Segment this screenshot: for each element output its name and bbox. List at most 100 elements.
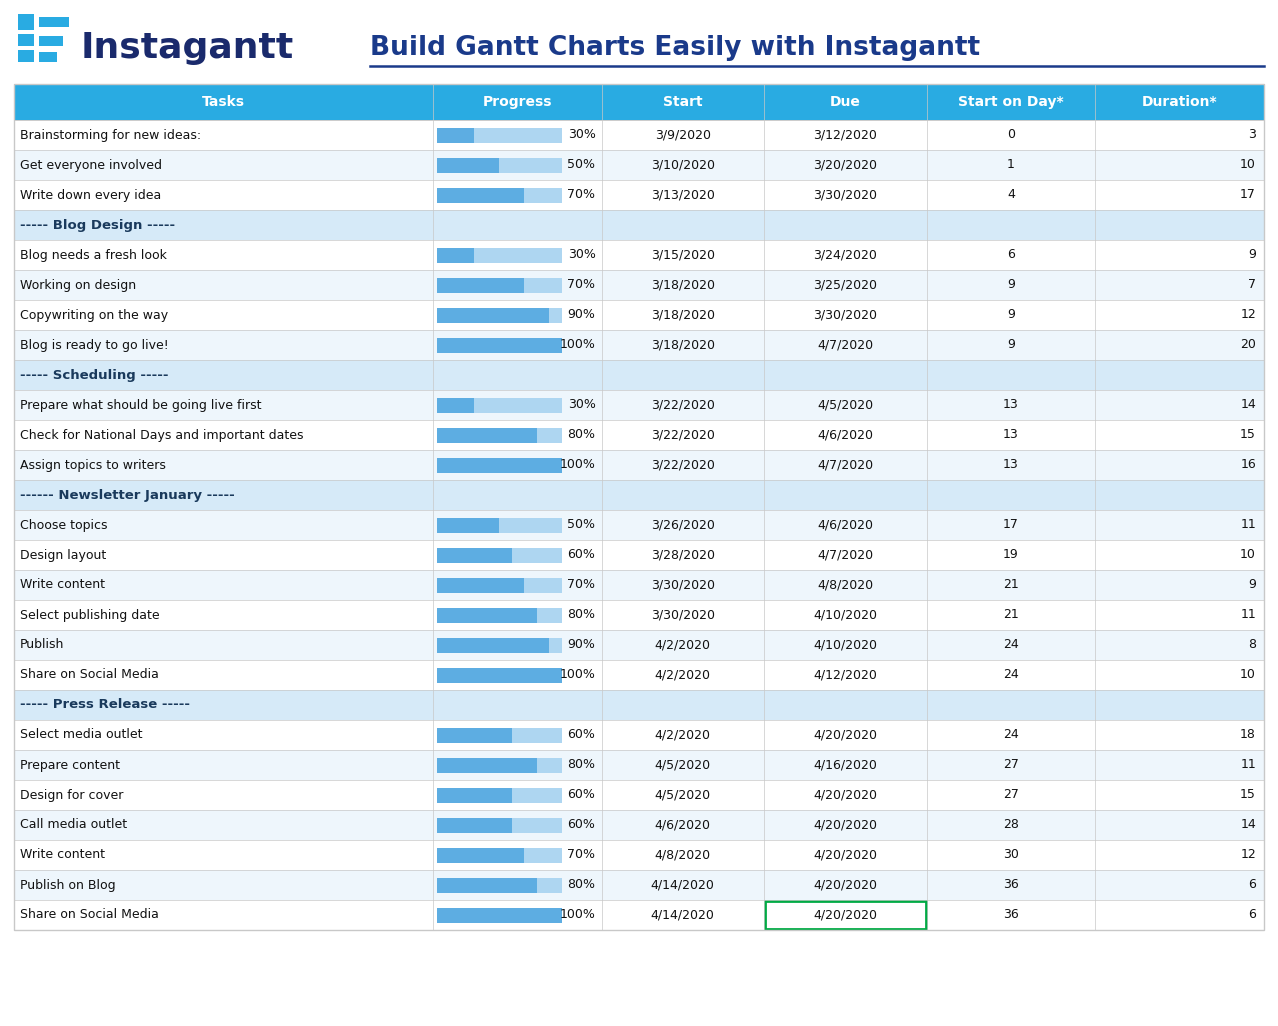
Text: 3/28/2020: 3/28/2020 (651, 549, 714, 561)
Text: 4/2/2020: 4/2/2020 (654, 638, 711, 652)
Text: 4/5/2020: 4/5/2020 (817, 398, 873, 411)
Text: 80%: 80% (567, 758, 596, 772)
Text: 6: 6 (1249, 908, 1256, 921)
Text: 10: 10 (1240, 158, 1256, 171)
Text: Duration*: Duration* (1141, 95, 1218, 109)
Text: 60%: 60% (567, 819, 596, 831)
Bar (0, 0, 1278, 84)
Text: 36: 36 (1003, 908, 1019, 921)
Bar (437, 158, 561, 172)
Text: 3/12/2020: 3/12/2020 (813, 128, 877, 142)
Text: 9: 9 (1249, 248, 1256, 262)
Text: 4: 4 (1007, 189, 1015, 201)
Bar (18, 14, 35, 30)
Text: 12: 12 (1240, 849, 1256, 862)
Text: 13: 13 (1003, 459, 1019, 472)
Bar (14, 900, 1264, 930)
Text: Design for cover: Design for cover (20, 789, 124, 801)
Bar (437, 277, 524, 292)
Bar (14, 660, 1264, 690)
Text: Build Gantt Charts Easily with Instagantt: Build Gantt Charts Easily with Instagant… (371, 35, 980, 61)
Text: Tasks: Tasks (202, 95, 245, 109)
Text: 16: 16 (1240, 459, 1256, 472)
Bar (437, 548, 511, 562)
Text: 4/7/2020: 4/7/2020 (817, 459, 873, 472)
Text: 7: 7 (1249, 278, 1256, 291)
Text: Working on design: Working on design (20, 278, 137, 291)
Bar (437, 277, 561, 292)
Text: Start: Start (663, 95, 703, 109)
Bar (14, 840, 1264, 870)
Text: Due: Due (829, 95, 860, 109)
Bar (766, 901, 925, 929)
Text: 9: 9 (1007, 339, 1015, 352)
Text: 3/15/2020: 3/15/2020 (651, 248, 714, 262)
Bar (40, 36, 63, 46)
Text: 18: 18 (1240, 728, 1256, 742)
Text: Prepare what should be going live first: Prepare what should be going live first (20, 398, 262, 411)
Text: 4/20/2020: 4/20/2020 (813, 789, 877, 801)
Text: 3/18/2020: 3/18/2020 (651, 278, 714, 291)
Text: 4/2/2020: 4/2/2020 (654, 669, 711, 681)
Text: 3/30/2020: 3/30/2020 (651, 608, 714, 622)
Bar (14, 600, 1264, 630)
Text: 3/30/2020: 3/30/2020 (813, 309, 877, 321)
Text: 4/14/2020: 4/14/2020 (651, 878, 714, 892)
Bar (437, 188, 524, 202)
Text: 1: 1 (1007, 158, 1015, 171)
Text: 3/10/2020: 3/10/2020 (651, 158, 714, 171)
Text: Blog needs a fresh look: Blog needs a fresh look (20, 248, 167, 262)
Bar (14, 330, 1264, 360)
Bar (14, 300, 1264, 330)
Bar (437, 308, 561, 322)
Bar (437, 548, 561, 562)
Text: Write down every idea: Write down every idea (20, 189, 161, 201)
Bar (437, 247, 474, 263)
Text: 3: 3 (1249, 128, 1256, 142)
Text: ----- Scheduling -----: ----- Scheduling ----- (20, 368, 169, 382)
Text: 20: 20 (1240, 339, 1256, 352)
Bar (437, 308, 550, 322)
Bar (14, 240, 1264, 270)
Text: Publish on Blog: Publish on Blog (20, 878, 115, 892)
Bar (437, 397, 474, 412)
Text: 19: 19 (1003, 549, 1019, 561)
Bar (437, 607, 561, 623)
Bar (14, 480, 1264, 510)
Text: Share on Social Media: Share on Social Media (20, 669, 158, 681)
Bar (14, 630, 1264, 660)
Text: 9: 9 (1007, 278, 1015, 291)
Text: 4/20/2020: 4/20/2020 (813, 728, 877, 742)
Bar (437, 127, 474, 143)
Text: 3/22/2020: 3/22/2020 (651, 398, 714, 411)
Bar (14, 84, 1264, 930)
Text: 30%: 30% (567, 398, 596, 411)
Text: 4/20/2020: 4/20/2020 (813, 878, 877, 892)
Text: 50%: 50% (567, 158, 596, 171)
Bar (437, 247, 561, 263)
Bar (437, 788, 561, 802)
Text: 3/25/2020: 3/25/2020 (813, 278, 877, 291)
Bar (437, 517, 561, 532)
Bar (437, 127, 561, 143)
Bar (14, 780, 1264, 810)
Bar (437, 757, 537, 773)
Text: 3/20/2020: 3/20/2020 (813, 158, 877, 171)
Bar (14, 690, 1264, 720)
Text: 3/18/2020: 3/18/2020 (651, 339, 714, 352)
Bar (437, 847, 561, 863)
Text: 17: 17 (1003, 518, 1019, 531)
Bar (14, 450, 1264, 480)
Bar (18, 50, 35, 62)
Text: 4/14/2020: 4/14/2020 (651, 908, 714, 921)
Text: 15: 15 (1240, 429, 1256, 441)
Bar (437, 727, 561, 743)
Text: 60%: 60% (567, 728, 596, 742)
Bar (437, 847, 524, 863)
Text: 3/9/2020: 3/9/2020 (654, 128, 711, 142)
Text: 80%: 80% (567, 878, 596, 892)
Text: Blog is ready to go live!: Blog is ready to go live! (20, 339, 169, 352)
Text: Check for National Days and important dates: Check for National Days and important da… (20, 429, 303, 441)
Text: 6: 6 (1007, 248, 1015, 262)
Text: 30%: 30% (567, 128, 596, 142)
